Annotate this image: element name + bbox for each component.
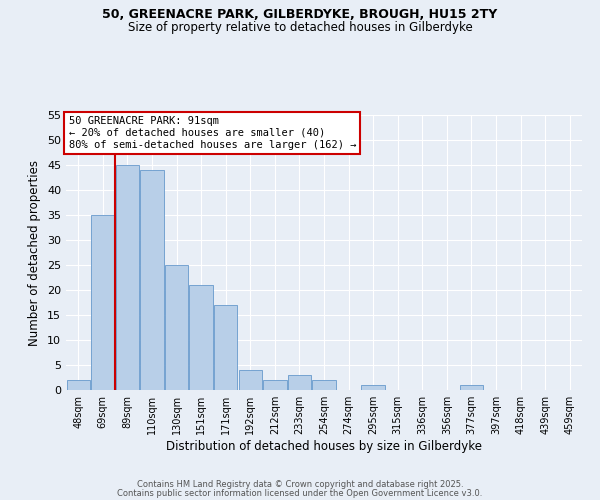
Text: 50, GREENACRE PARK, GILBERDYKE, BROUGH, HU15 2TY: 50, GREENACRE PARK, GILBERDYKE, BROUGH, …: [103, 8, 497, 20]
Bar: [313, 380, 335, 390]
X-axis label: Distribution of detached houses by size in Gilberdyke: Distribution of detached houses by size …: [166, 440, 482, 453]
Y-axis label: Number of detached properties: Number of detached properties: [28, 160, 41, 346]
Bar: [190, 285, 213, 390]
Bar: [239, 370, 262, 390]
Bar: [288, 375, 311, 390]
Text: Size of property relative to detached houses in Gilberdyke: Size of property relative to detached ho…: [128, 21, 472, 34]
Text: Contains public sector information licensed under the Open Government Licence v3: Contains public sector information licen…: [118, 488, 482, 498]
Bar: [91, 215, 115, 390]
Bar: [67, 380, 90, 390]
Bar: [460, 385, 483, 390]
Bar: [116, 165, 139, 390]
Text: 50 GREENACRE PARK: 91sqm
← 20% of detached houses are smaller (40)
80% of semi-d: 50 GREENACRE PARK: 91sqm ← 20% of detach…: [68, 116, 356, 150]
Bar: [263, 380, 287, 390]
Bar: [214, 305, 238, 390]
Bar: [140, 170, 164, 390]
Text: Contains HM Land Registry data © Crown copyright and database right 2025.: Contains HM Land Registry data © Crown c…: [137, 480, 463, 489]
Bar: [165, 265, 188, 390]
Bar: [361, 385, 385, 390]
